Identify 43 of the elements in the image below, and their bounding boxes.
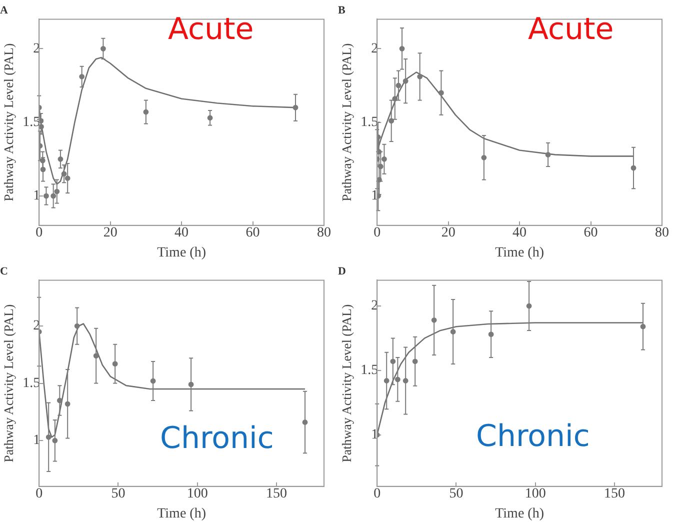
- x-tick-label: 60: [246, 225, 260, 240]
- x-tick-label: 100: [186, 486, 208, 502]
- chart-title: B: [338, 4, 346, 16]
- x-tick-label: 40: [174, 225, 189, 240]
- y-axis-title: Pathway Activity Level (PAL): [1, 304, 16, 462]
- x-tick-label: 0: [374, 225, 381, 240]
- annotation: Chronic: [476, 419, 590, 454]
- x-axis-title: Time (h): [157, 506, 206, 522]
- x-tick-label: 50: [111, 486, 126, 502]
- y-tick-label: 2: [371, 298, 378, 314]
- x-tick-label: 150: [604, 486, 626, 502]
- chart-title: C: [0, 265, 8, 278]
- y-tick-label: 2: [371, 41, 378, 56]
- x-tick-label: 40: [512, 225, 527, 240]
- annotation: Acute: [528, 12, 614, 47]
- x-axis-title: Time (h): [495, 245, 544, 260]
- x-tick-label: 0: [36, 225, 43, 240]
- y-tick-label: 1.5: [22, 114, 40, 130]
- x-tick-label: 0: [374, 486, 381, 502]
- y-axis-title: Pathway Activity Level (PAL): [1, 43, 16, 202]
- chart-title: D: [338, 265, 346, 278]
- x-axis-title: Time (h): [495, 506, 544, 522]
- y-axis-title: Pathway Activity Level (PAL): [339, 304, 354, 462]
- x-tick-label: 80: [317, 225, 331, 240]
- y-tick-label: 1: [33, 188, 40, 204]
- x-tick-label: 20: [103, 225, 118, 240]
- annotation: Acute: [168, 12, 254, 47]
- annotation: Chronic: [160, 421, 274, 456]
- y-tick-label: 1.5: [22, 376, 40, 391]
- y-tick-label: 1: [371, 428, 378, 443]
- x-tick-label: 0: [36, 486, 43, 502]
- x-tick-label: 100: [524, 486, 546, 502]
- y-axis-title: Pathway Activity Level (PAL): [339, 43, 354, 202]
- y-tick-label: 2: [33, 41, 40, 56]
- x-axis-title: Time (h): [157, 245, 206, 260]
- chart-title: A: [0, 4, 8, 16]
- y-tick-label: 1: [371, 188, 378, 204]
- y-tick-label: 1: [33, 433, 40, 448]
- x-tick-label: 50: [449, 486, 464, 502]
- x-tick-label: 60: [584, 225, 598, 240]
- x-tick-label: 20: [441, 225, 456, 240]
- x-tick-label: 80: [655, 225, 669, 240]
- x-tick-label: 150: [266, 486, 288, 502]
